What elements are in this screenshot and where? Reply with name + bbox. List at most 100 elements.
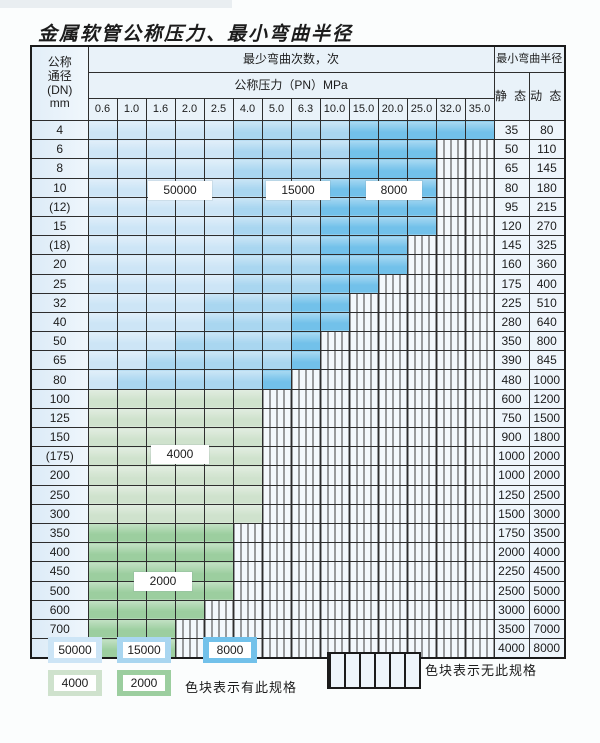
pressure-value-header: 35.0 [464,98,495,121]
spec-cell [319,292,350,313]
static-cell: 3000 [493,599,530,620]
table-row: 32 225 510 [30,292,566,313]
dynamic-cell: 800 [528,331,566,352]
scan-artifact-strip [0,0,232,8]
spec-cell [319,196,350,217]
pressure-value-header: 2.0 [174,98,205,121]
table-row: 450 2250 4500 [30,561,566,582]
spec-cell [87,407,118,429]
spec-cell [116,350,147,371]
no-spec-cell [348,292,379,313]
spec-cell [377,139,408,160]
no-spec-cell [435,311,466,333]
spec-cell [87,119,118,141]
spec-cell [348,139,379,160]
spec-cell [145,388,176,409]
dynamic-cell: 270 [528,215,566,237]
static-cell: 1750 [493,522,530,544]
spec-cell [145,235,176,256]
no-spec-cell [319,599,350,620]
dn-cell: 8 [30,158,89,179]
no-spec-cell [406,292,437,313]
no-spec-cell [348,580,379,601]
spec-cell [232,139,263,160]
spec-cell [145,599,176,620]
dn-cell: 20 [30,254,89,275]
static-cell: 50 [493,139,530,160]
legend-swatch-2000: 2000 [117,670,171,696]
spec-cell [116,177,147,198]
no-spec-cell [377,465,408,486]
spec-cell [203,484,234,505]
dynamic-cell: 1200 [528,388,566,409]
pressure-value-header: 25.0 [406,98,437,121]
no-spec-cell [406,522,437,544]
no-spec-cell [319,407,350,429]
spec-cell [116,599,147,620]
dn-cell: 600 [30,599,89,620]
no-spec-cell [406,426,437,448]
spec-cell [174,196,205,217]
spec-cell [319,215,350,237]
dn-cell: 15 [30,215,89,237]
dn-cell: (18) [30,235,89,256]
spec-cell [145,311,176,333]
no-spec-cell [435,158,466,179]
spec-cell [203,561,234,582]
spec-cell [145,139,176,160]
dynamic-cell: 3500 [528,522,566,544]
spec-cell [261,331,292,352]
spec-cell [145,350,176,371]
spec-cell [87,331,118,352]
static-cell: 120 [493,215,530,237]
spec-cell [377,158,408,179]
table-row: 800 4000 8000 [30,638,566,659]
no-spec-cell [290,369,321,390]
spec-cell [116,235,147,256]
no-spec-cell [464,599,495,620]
static-cell: 900 [493,426,530,448]
spec-cell [145,158,176,179]
no-spec-cell [261,388,292,409]
no-spec-cell [377,542,408,563]
no-spec-cell [377,522,408,544]
spec-cell [87,388,118,409]
pressure-value-header: 15.0 [348,98,379,121]
no-spec-cell [435,273,466,294]
dynamic-cell: 4000 [528,542,566,563]
spec-cell [464,119,495,141]
no-spec-cell [319,638,350,659]
spec-cell [145,465,176,486]
spec-cell [87,561,118,582]
static-cell: 480 [493,369,530,390]
dynamic-cell: 145 [528,158,566,179]
spec-cell [203,580,234,601]
no-spec-cell [464,561,495,582]
spec-cell [145,292,176,313]
dynamic-cell: 7000 [528,618,566,640]
dn-cell: 250 [30,484,89,505]
no-spec-cell [406,465,437,486]
no-spec-cell [232,638,263,659]
no-spec-cell [319,388,350,409]
static-cell: 160 [493,254,530,275]
spec-cell [116,484,147,505]
spec-cell [377,254,408,275]
table-row: 6 50 110 [30,139,566,160]
no-spec-cell [464,407,495,429]
spec-cell [145,254,176,275]
no-spec-cell [464,273,495,294]
radius-header: 最小弯曲半径 [493,45,566,73]
spec-cell [116,522,147,544]
spec-cell [116,638,147,659]
no-spec-cell [261,542,292,563]
spec-cell [87,273,118,294]
zone-label-2000: 2000 [134,572,192,591]
no-spec-cell [203,638,234,659]
spec-cell [203,158,234,179]
dn-cell: 125 [30,407,89,429]
spec-cell [116,503,147,524]
spec-cell [203,273,234,294]
spec-cell [87,503,118,524]
spec-cell [203,369,234,390]
